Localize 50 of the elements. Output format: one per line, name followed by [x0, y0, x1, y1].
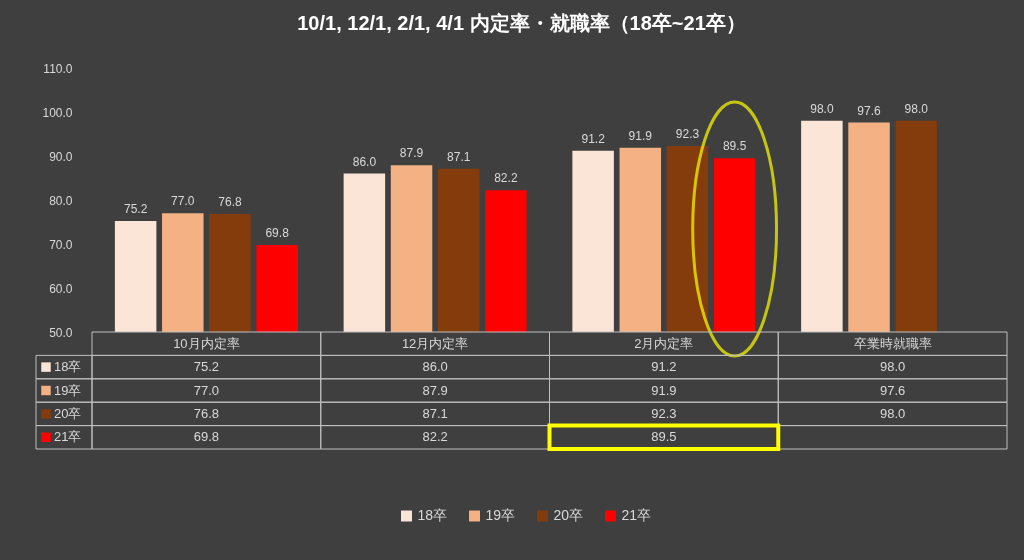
- chart-title: 10/1, 12/1, 2/1, 4/1 内定率・就職率（18卒~21卒）: [297, 12, 746, 34]
- y-tick-label: 90.0: [49, 149, 73, 164]
- text: 98.0: [810, 101, 834, 116]
- data-label: 82.2: [422, 429, 448, 445]
- text: 76.8: [218, 195, 242, 210]
- legend-label: 21卒: [621, 507, 652, 523]
- text: 91.9: [628, 128, 652, 143]
- data-label: 98.0: [879, 359, 906, 375]
- data-label: 97.6: [879, 382, 906, 398]
- text: 91.2: [581, 131, 605, 146]
- x-tick-label: 10月内定率: [173, 335, 240, 351]
- text: 21卒: [54, 429, 82, 445]
- text: 87.9: [399, 146, 424, 161]
- data-label: 75.2: [193, 359, 220, 375]
- data-label: 76.8: [193, 405, 220, 421]
- text: 18卒: [54, 359, 82, 375]
- x-tick-label: 2月内定率: [634, 335, 694, 351]
- y-tick-label: 70.0: [49, 237, 73, 252]
- data-label: 86.0: [422, 359, 448, 375]
- y-tick-label: 60.0: [49, 281, 73, 296]
- text: 98.0: [904, 101, 928, 116]
- y-tick-label: 110.0: [43, 61, 73, 76]
- data-label: 91.2: [651, 359, 677, 375]
- x-tick-label: 卒業時就職率: [853, 335, 932, 351]
- data-label: 69.8: [193, 429, 220, 445]
- text: 69.8: [265, 225, 289, 240]
- data-label: 91.9: [651, 382, 677, 398]
- text: 19卒: [54, 382, 82, 398]
- legend-label: 19卒: [485, 507, 516, 523]
- data-label: 89.5: [651, 429, 677, 445]
- text: 75.2: [123, 202, 148, 217]
- y-tick-label: 50.0: [49, 325, 73, 340]
- text: 77.0: [171, 194, 195, 209]
- legend-label: 20卒: [553, 507, 584, 523]
- data-label: 87.1: [422, 405, 448, 421]
- x-tick-label: 12月内定率: [401, 335, 469, 351]
- y-tick-label: 100.0: [42, 105, 73, 120]
- y-tick-label: 80.0: [49, 193, 73, 208]
- text: 82.2: [494, 171, 518, 186]
- text: 92.3: [675, 126, 700, 141]
- text: 87.1: [447, 149, 471, 164]
- text: 86.0: [352, 154, 377, 169]
- legend-label: 18卒: [417, 507, 448, 523]
- data-label: 98.0: [879, 405, 906, 421]
- text: 20卒: [54, 405, 82, 421]
- data-label: 77.0: [193, 382, 220, 398]
- data-label: 92.3: [651, 405, 677, 421]
- data-label: 87.9: [422, 382, 448, 398]
- text: 89.5: [722, 139, 747, 154]
- text: 97.6: [857, 103, 881, 118]
